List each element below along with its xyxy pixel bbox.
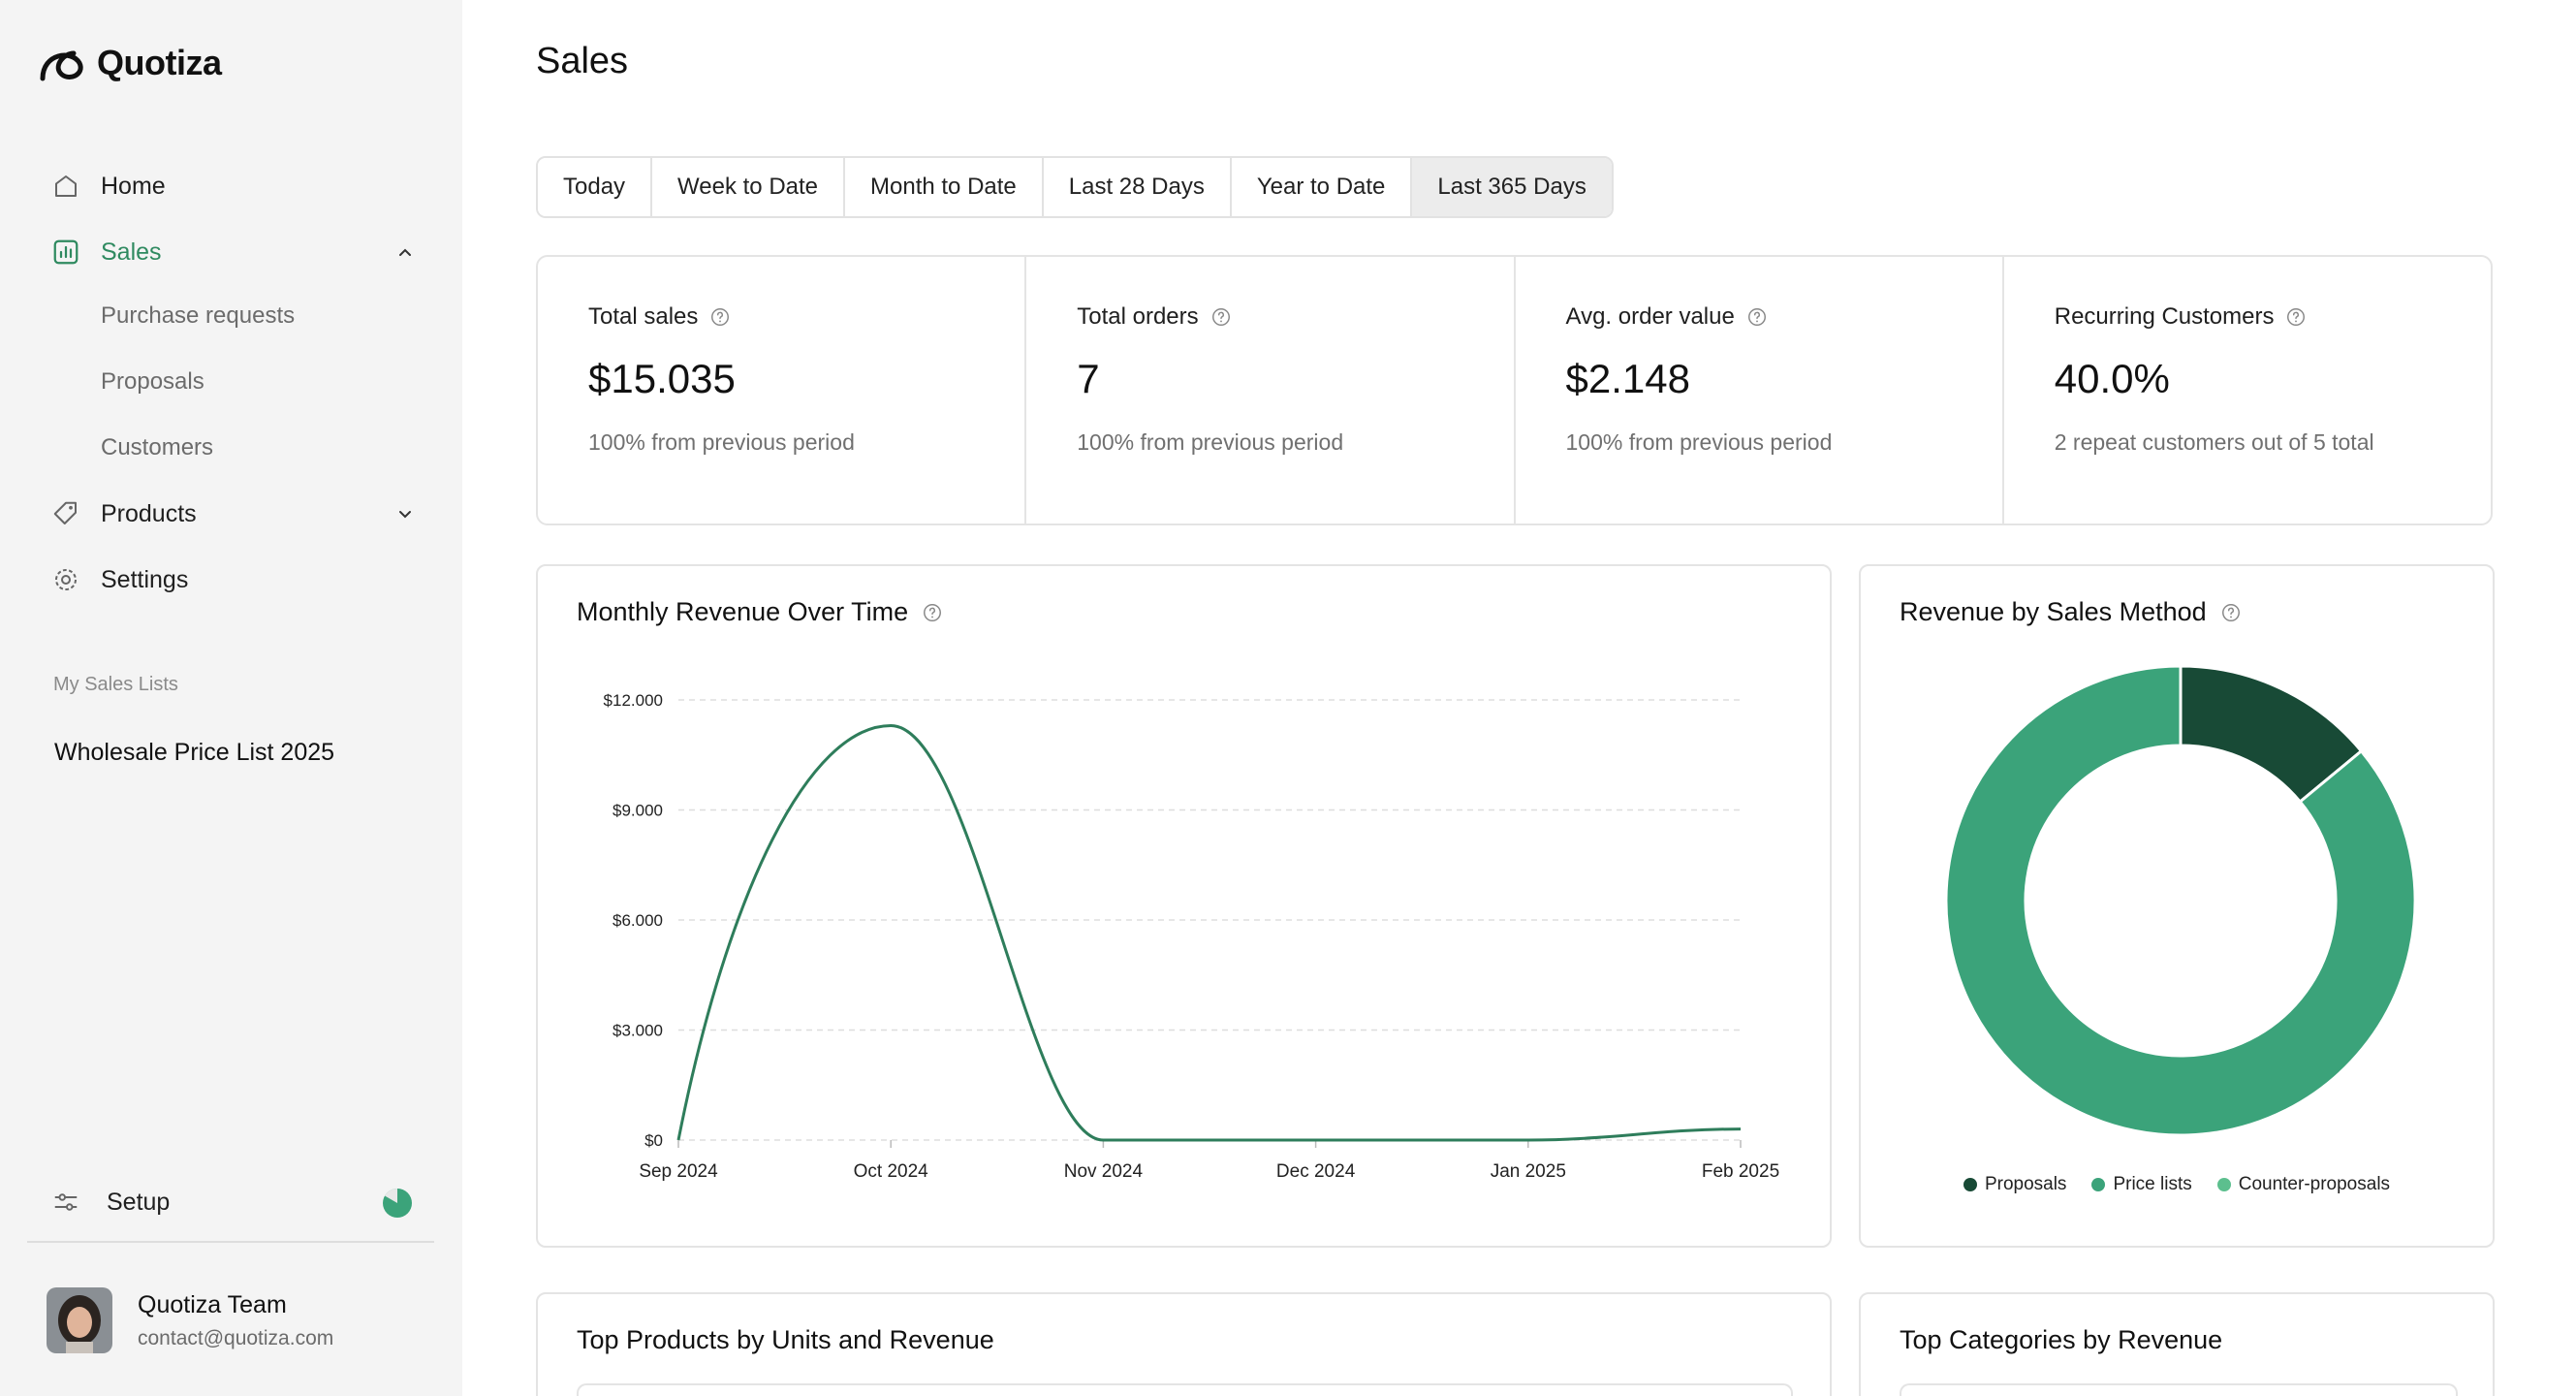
kpi-subtext: 100% from previous period: [1565, 429, 1833, 455]
setup-label: Setup: [107, 1188, 171, 1216]
date-range-tabs: Today Week to Date Month to Date Last 28…: [536, 156, 1614, 218]
kpi-total-orders: Total orders 7 100% from previous period: [1026, 257, 1516, 524]
top-categories-card: Top Categories by Revenue: [1859, 1292, 2495, 1396]
kpi-total-sales: Total sales $15.035 100% from previous p…: [538, 257, 1027, 524]
progress-ring-icon: [383, 1189, 412, 1218]
legend-item[interactable]: Counter-proposals: [2216, 1174, 2391, 1195]
top-products-table: [577, 1383, 1793, 1396]
kpi-avg-order-value: Avg. order value $2.148 100% from previo…: [1516, 257, 2004, 524]
kpi-value: $2.148: [1565, 356, 1690, 401]
top-products-card: Top Products by Units and Revenue: [536, 1292, 1832, 1396]
x-tick-label: Sep 2024: [639, 1161, 718, 1182]
legend-item[interactable]: Price lists: [2091, 1174, 2192, 1195]
tab-year-to-date[interactable]: Year to Date: [1231, 158, 1413, 216]
tag-icon: [48, 496, 83, 531]
legend-dot-icon: [1963, 1178, 1977, 1191]
x-tick-label: Oct 2024: [854, 1161, 929, 1182]
tab-month-to-date[interactable]: Month to Date: [845, 158, 1044, 216]
help-icon[interactable]: [1746, 306, 1768, 328]
section-label-my-sales-lists: My Sales Lists: [53, 674, 178, 695]
y-tick-label: $12.000: [604, 691, 663, 710]
card-title: Monthly Revenue Over Time: [577, 597, 909, 626]
kpi-value: 40.0%: [2054, 356, 2170, 401]
sidebar-item-sales[interactable]: Sales: [48, 233, 417, 271]
y-tick-label: $0: [644, 1131, 663, 1150]
app-name: Quotiza: [97, 43, 222, 82]
card-title: Top Products by Units and Revenue: [577, 1325, 994, 1354]
kpi-row: Total sales $15.035 100% from previous p…: [536, 255, 2493, 525]
sidebar-item-label: Products: [101, 499, 197, 527]
revenue-series-line[interactable]: [676, 723, 1742, 1142]
top-categories-table: [1900, 1383, 2458, 1396]
legend-dot-icon: [2091, 1178, 2106, 1191]
home-icon: [48, 169, 83, 204]
revenue-line-chart: $12.000 $9.000 $6.000 $3.000 $0 Sep 2024 Oct 2…: [604, 691, 1780, 1182]
legend-label: Proposals: [1984, 1174, 2067, 1194]
sales-method-card: Revenue by Sales Method Proposals Price …: [1859, 564, 2495, 1248]
y-tick-label: $3.000: [613, 1022, 663, 1040]
kpi-recurring-customers: Recurring Customers 40.0% 2 repeat custo…: [2004, 257, 2491, 524]
sidebar-item-home[interactable]: Home: [48, 167, 417, 206]
tab-today[interactable]: Today: [538, 158, 653, 216]
sidebar-item-label: Sales: [101, 238, 162, 266]
legend-item[interactable]: Proposals: [1963, 1174, 2067, 1195]
user-name: Quotiza Team: [138, 1290, 287, 1318]
kpi-title: Avg. order value: [1565, 303, 1735, 330]
x-tick-label: Dec 2024: [1276, 1161, 1356, 1182]
help-icon[interactable]: [2220, 602, 2242, 623]
sidebar-divider: [27, 1241, 434, 1243]
sidebar-item-products[interactable]: Products: [48, 494, 417, 533]
kpi-title: Total orders: [1077, 303, 1199, 330]
x-tick-label: Feb 2025: [1702, 1161, 1779, 1182]
card-title: Top Categories by Revenue: [1900, 1325, 2223, 1354]
tab-week-to-date[interactable]: Week to Date: [652, 158, 846, 216]
kpi-subtext: 100% from previous period: [588, 429, 855, 455]
sidebar: Quotiza Home Sales Purchase requests Pro…: [0, 0, 462, 1396]
kpi-subtext: 100% from previous period: [1077, 429, 1344, 455]
kpi-value: $15.035: [588, 356, 736, 401]
legend-dot-icon: [2216, 1178, 2231, 1191]
x-tick-label: Jan 2025: [1491, 1161, 1566, 1182]
kpi-title: Total sales: [588, 303, 699, 330]
legend-label: Price lists: [2113, 1174, 2192, 1194]
bar-chart-icon: [48, 235, 83, 270]
x-tick-label: Nov 2024: [1064, 1161, 1144, 1182]
chevron-up-icon[interactable]: [393, 240, 417, 264]
y-tick-label: $9.000: [613, 802, 663, 820]
user-profile[interactable]: Quotiza Team contact@quotiza.com: [47, 1287, 333, 1353]
sliders-icon: [48, 1185, 83, 1220]
user-email: contact@quotiza.com: [138, 1326, 334, 1349]
legend-label: Counter-proposals: [2238, 1174, 2391, 1194]
tab-last-28-days[interactable]: Last 28 Days: [1043, 158, 1232, 216]
help-icon[interactable]: [1210, 306, 1232, 328]
sidebar-item-label: Settings: [101, 565, 189, 593]
setup-button[interactable]: Setup: [48, 1183, 417, 1222]
help-icon[interactable]: [709, 306, 731, 328]
chevron-down-icon[interactable]: [393, 502, 417, 525]
kpi-value: 7: [1077, 356, 1100, 401]
sales-list-item[interactable]: Wholesale Price List 2025: [54, 739, 335, 766]
chart-legend: Proposals Price lists Counter-proposals: [1861, 1174, 2493, 1195]
kpi-title: Recurring Customers: [2054, 303, 2275, 330]
quotiza-logo-icon: [40, 50, 83, 81]
sidebar-subitem-customers[interactable]: Customers: [101, 434, 214, 460]
sidebar-item-settings[interactable]: Settings: [48, 560, 417, 599]
page-title: Sales: [536, 41, 629, 81]
gear-icon: [48, 562, 83, 597]
donut-slice-price-lists[interactable]: [1944, 664, 2417, 1137]
sales-method-donut-chart: [1944, 664, 2417, 1137]
app-logo[interactable]: Quotiza: [39, 43, 222, 83]
tab-last-365-days[interactable]: Last 365 Days: [1412, 158, 1612, 216]
help-icon[interactable]: [922, 602, 943, 623]
monthly-revenue-card: Monthly Revenue Over Time $12.000 $9.000 $…: [536, 564, 1832, 1248]
sidebar-subitem-purchase-requests[interactable]: Purchase requests: [101, 302, 296, 329]
kpi-subtext: 2 repeat customers out of 5 total: [2054, 429, 2374, 455]
card-title: Revenue by Sales Method: [1900, 597, 2207, 626]
help-icon[interactable]: [2285, 306, 2307, 328]
avatar: [47, 1287, 112, 1353]
sidebar-item-label: Home: [101, 172, 166, 200]
sidebar-subitem-proposals[interactable]: Proposals: [101, 368, 204, 395]
y-tick-label: $6.000: [613, 911, 663, 930]
